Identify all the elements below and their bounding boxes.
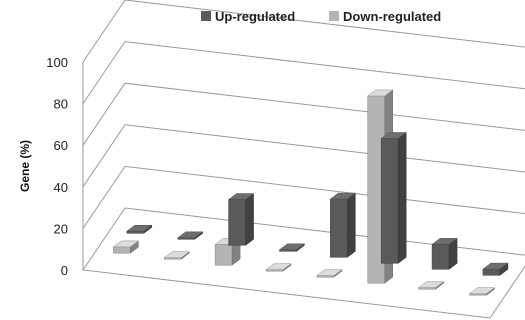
bar-up-regulated-2	[227, 193, 255, 246]
legend-label-down-regulated: Down-regulated	[343, 9, 441, 24]
bar-up-regulated-3	[278, 243, 306, 252]
chart-walls	[82, 62, 525, 319]
gridlines	[82, 0, 525, 229]
bar-down-regulated-1	[163, 251, 191, 260]
bar-up-regulated-6	[431, 237, 458, 270]
floor	[82, 207, 525, 319]
y-axis-title: Gene (%)	[18, 140, 32, 192]
legend-swatch-up-regulated	[201, 11, 211, 21]
legend: Up-regulated Down-regulated	[201, 9, 441, 24]
y-axis-ticks: 0 20 40 60 80 100	[46, 55, 68, 278]
bar-up-regulated-0	[126, 224, 153, 234]
bar-up-regulated-7	[482, 262, 509, 276]
bars	[112, 89, 509, 296]
bar-down-regulated-4	[316, 269, 343, 278]
gridline	[82, 82, 525, 146]
bar-up-regulated-1	[176, 231, 204, 240]
bar-down-regulated-7	[468, 287, 496, 296]
bar-up-regulated-4	[329, 192, 357, 258]
y-tick-label: 80	[54, 97, 68, 112]
bar-down-regulated-3	[265, 263, 292, 272]
bar-up-regulated-5	[380, 132, 407, 264]
y-tick-label: 60	[54, 138, 68, 153]
y-tick-label: 100	[46, 55, 68, 70]
legend-label-up-regulated: Up-regulated	[215, 9, 295, 24]
y-tick-label: 40	[54, 180, 68, 195]
gridline	[82, 124, 525, 188]
gridline	[82, 41, 525, 104]
legend-swatch-down-regulated	[329, 11, 339, 21]
bar-down-regulated-6	[417, 281, 445, 290]
y-tick-label: 0	[61, 263, 68, 278]
bar-down-regulated-0	[112, 240, 140, 254]
y-tick-label: 20	[54, 221, 68, 236]
gridline	[82, 0, 525, 63]
gridline	[82, 165, 525, 229]
